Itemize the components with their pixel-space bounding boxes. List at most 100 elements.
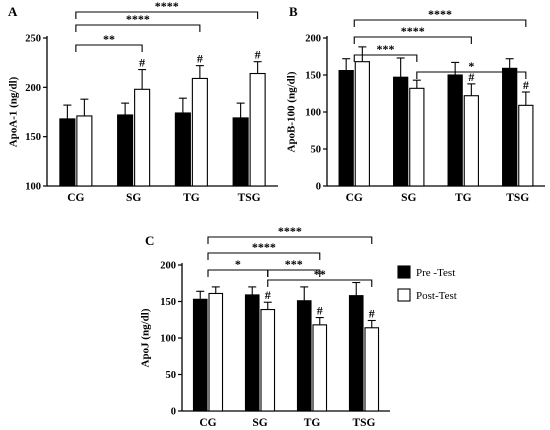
y-tick-label: 150 (160, 297, 176, 308)
significance-label: * (468, 59, 474, 73)
y-tick-label: 250 (25, 34, 41, 45)
significance-bracket: **** (207, 240, 321, 260)
significance-bracket: *** (267, 257, 321, 277)
category-label: TSG (352, 417, 375, 429)
legend-swatch-pre-test (397, 265, 411, 279)
significance-bracket: **** (75, 12, 201, 32)
hash-mark: # (265, 288, 271, 302)
bar-post-test (134, 88, 151, 187)
bar-post-test (312, 324, 328, 412)
y-tick-label: 100 (305, 108, 321, 119)
significance-label: **** (252, 240, 276, 254)
bar-pre-test (348, 295, 364, 412)
significance-label: **** (428, 7, 452, 21)
hash-mark: # (317, 304, 323, 318)
bar-pre-test (232, 117, 249, 187)
legend: Pre -Test Post-Test (397, 265, 457, 302)
bar-post-test (463, 95, 479, 187)
bar-post-test (409, 87, 425, 187)
category-label: SG (126, 192, 141, 204)
bar-pre-test (244, 294, 260, 412)
bracket-line (75, 24, 201, 32)
significance-bracket: ** (75, 32, 143, 52)
significance-label: ** (103, 32, 115, 46)
category-label: TG (455, 192, 472, 204)
legend-label: Pre -Test (416, 267, 455, 279)
bracket-line (267, 269, 321, 277)
significance-label: **** (401, 24, 425, 38)
bar-pre-test (117, 114, 134, 187)
y-tick-label: 100 (25, 182, 41, 193)
legend-swatch-post-test (397, 288, 411, 302)
bar-pre-test (502, 67, 518, 187)
significance-bracket: * (207, 257, 269, 277)
bar-pre-test (338, 70, 354, 187)
category-label: CG (199, 417, 216, 429)
y-tick-label: 200 (160, 261, 176, 272)
bracket-line (75, 44, 143, 52)
bar-post-test (249, 72, 266, 187)
bracket-line (353, 54, 418, 62)
hash-mark: # (197, 52, 203, 66)
bar-post-test (191, 77, 208, 187)
chart-panel-a: A ApoA-1 (ng/dl) 100 150 200 250 CG # SG # TG # TSG *… (8, 0, 278, 204)
bracket-line (416, 71, 527, 79)
y-tick-label: 200 (25, 83, 41, 94)
bar-post-test (518, 104, 534, 187)
significance-label: **** (278, 224, 302, 238)
category-label: TG (304, 417, 321, 429)
significance-bracket: **** (207, 224, 373, 244)
bar-pre-test (192, 298, 208, 412)
category-label: CG (67, 192, 84, 204)
chart-panel-b: B ApoB-100 (ng/dl) 0 50 100 150 200 CG SG # TG # TSG… (286, 4, 545, 204)
category-label: SG (252, 417, 267, 429)
bracket-line (75, 11, 259, 19)
significance-label: **** (155, 0, 179, 13)
y-tick-label: 100 (160, 334, 176, 345)
significance-bracket: **** (353, 7, 527, 27)
panel-label: C (145, 233, 154, 248)
bracket-line (353, 36, 472, 44)
bracket-line (353, 19, 527, 27)
hash-mark: # (369, 306, 375, 320)
panel-label: A (8, 4, 18, 19)
bracket-line (267, 279, 373, 287)
y-tick-label: 50 (311, 145, 322, 156)
category-label: SG (401, 192, 416, 204)
y-tick-label: 200 (305, 34, 321, 45)
bar-pre-test (447, 74, 463, 187)
category-label: CG (346, 192, 363, 204)
panel-label: B (289, 4, 298, 19)
hash-mark: # (523, 78, 529, 92)
y-tick-label: 150 (25, 132, 41, 143)
y-tick-label: 50 (166, 370, 177, 381)
y-axis-label: ApoA-1 (ng/dl) (8, 76, 20, 147)
bracket-line (207, 236, 373, 244)
significance-bracket: *** (353, 42, 418, 62)
bar-post-test (76, 115, 93, 187)
y-tick-label: 150 (305, 71, 321, 82)
bar-pre-test (296, 300, 312, 412)
bar-post-test (364, 327, 380, 412)
bar-pre-test (174, 112, 191, 187)
hash-mark: # (468, 70, 474, 84)
bracket-line (207, 269, 269, 277)
hash-mark: # (255, 48, 261, 62)
y-axis-label: ApoJ (ng/dl) (140, 308, 152, 367)
significance-bracket: * (416, 59, 527, 79)
hash-mark: # (139, 56, 145, 70)
significance-label: **** (126, 12, 150, 26)
legend-label: Post-Test (416, 290, 457, 302)
bar-post-test (354, 61, 370, 187)
bracket-line (207, 252, 321, 260)
bar-pre-test (393, 76, 409, 187)
significance-label: *** (377, 42, 395, 56)
category-label: TSG (506, 192, 529, 204)
category-label: TG (183, 192, 200, 204)
bar-post-test (260, 308, 276, 412)
y-tick-label: 0 (171, 407, 176, 418)
bar-pre-test (59, 118, 76, 187)
significance-label: *** (285, 257, 303, 271)
